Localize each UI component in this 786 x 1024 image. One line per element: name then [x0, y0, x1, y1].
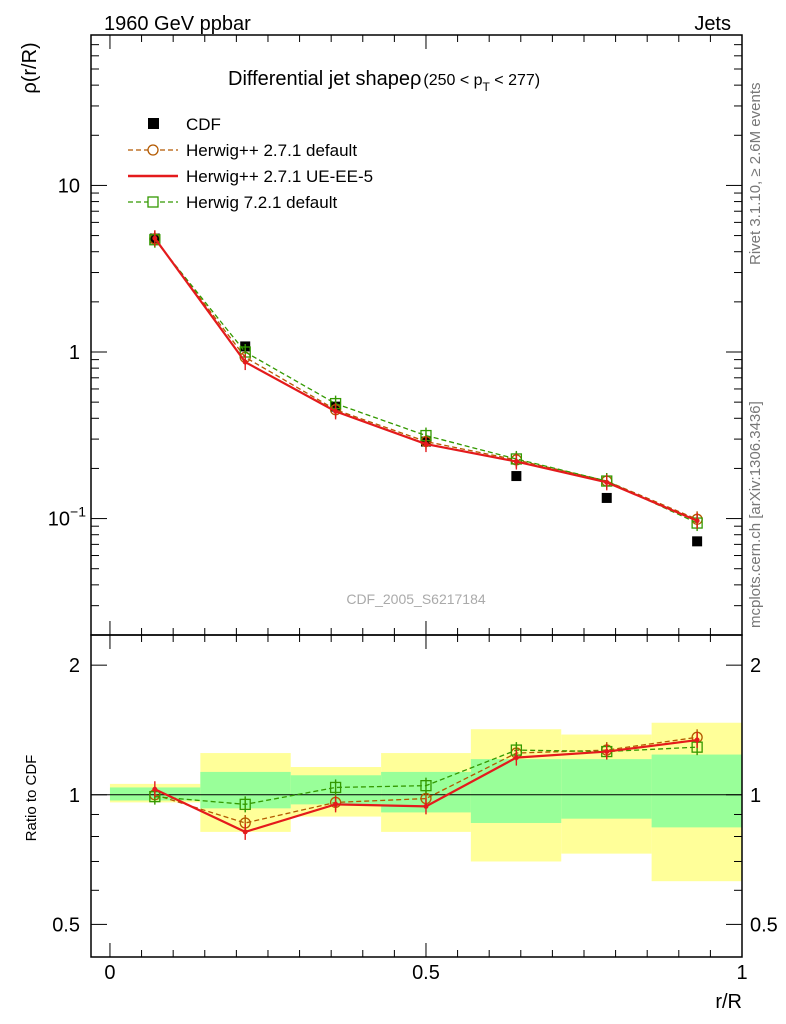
- main-solid-point: [242, 359, 248, 365]
- mcplots-label: mcplots.cern.ch [arXiv:1306.3436]: [747, 401, 764, 628]
- plot-title: Differential jet shapeρ (250 < pT < 277): [228, 68, 540, 94]
- main-solid-point: [152, 235, 158, 241]
- main-line-1: [154, 238, 698, 520]
- ratio-solid-point: [423, 803, 429, 809]
- ratio-y-axis-label: Ratio to CDF: [23, 755, 40, 842]
- main-y-tick-label: 10: [58, 175, 80, 197]
- main-y-tick-label: 10−1: [48, 504, 86, 531]
- main-solid-point: [604, 479, 610, 485]
- main-line-3: [153, 237, 698, 522]
- green-band-4: [470, 759, 562, 823]
- legend-label: Herwig++ 2.7.1 default: [186, 141, 357, 160]
- ratio-y-tick-label: 1: [69, 785, 80, 807]
- main-solid-point: [423, 441, 429, 447]
- x-tick-label: 1: [736, 962, 747, 984]
- ratio-square-point: [329, 781, 342, 794]
- process-label: Jets: [694, 13, 731, 35]
- analysis-id-watermark: CDF_2005_S6217184: [346, 591, 486, 607]
- ratio-y-tick-label-right: 1: [750, 785, 761, 807]
- x-axis-label: r/R: [715, 991, 742, 1013]
- main-solid-point: [333, 408, 339, 414]
- main-y-tick-label: 1: [69, 342, 80, 364]
- main-cdf-point: [511, 471, 522, 482]
- ratio-y-tick-label-right: 2: [750, 655, 761, 677]
- green-band-5: [561, 759, 652, 819]
- ratio-solid-point: [604, 749, 610, 755]
- legend: CDF Herwig++ 2.7.1 default Herwig++ 2.7.1 …: [128, 115, 373, 212]
- collision-label: 1960 GeV ppbar: [104, 13, 251, 35]
- ratio-square-point: [239, 798, 251, 811]
- ratio-frame: [90, 634, 743, 958]
- ratio-solid-point: [333, 801, 339, 807]
- main-line-2: [154, 239, 698, 524]
- main-solid-point: [694, 518, 700, 524]
- ratio-series-layer: [149, 729, 703, 840]
- main-cdf-point: [692, 536, 703, 547]
- main-series-layer: [149, 230, 703, 547]
- ratio-y-tick-label: 0.5: [52, 914, 80, 936]
- legend-marker-cdf: [148, 118, 159, 129]
- x-tick-label: 0.5: [412, 962, 440, 984]
- main-y-axis-label: ρ(r/R): [19, 42, 41, 93]
- ratio-square-point: [420, 780, 432, 792]
- legend-square-marker: [147, 196, 159, 208]
- axis-ticks: 10 1 10−1 2 2 1 1 0.5 0.5 0 0.5 1: [48, 34, 778, 984]
- ratio-solid-point: [694, 737, 700, 743]
- ratio-solid-point: [242, 829, 248, 835]
- main-cdf-point: [601, 492, 612, 503]
- main-solid-point: [513, 459, 519, 465]
- legend-label: Herwig 7.2.1 default: [186, 193, 337, 212]
- legend-label: Herwig++ 2.7.1 UE-EE-5: [186, 167, 373, 186]
- ratio-solid-point: [152, 786, 158, 792]
- rivet-version-label: Rivet 3.1.10, ≥ 2.6M events: [747, 83, 764, 266]
- ratio-solid-point: [513, 755, 519, 761]
- legend-label: CDF: [186, 115, 221, 134]
- green-band-6: [651, 754, 742, 828]
- ratio-y-tick-label: 2: [69, 655, 80, 677]
- ratio-y-tick-label-right: 0.5: [750, 914, 778, 936]
- x-tick-label: 0: [104, 962, 115, 984]
- legend-circle-marker: [147, 144, 159, 156]
